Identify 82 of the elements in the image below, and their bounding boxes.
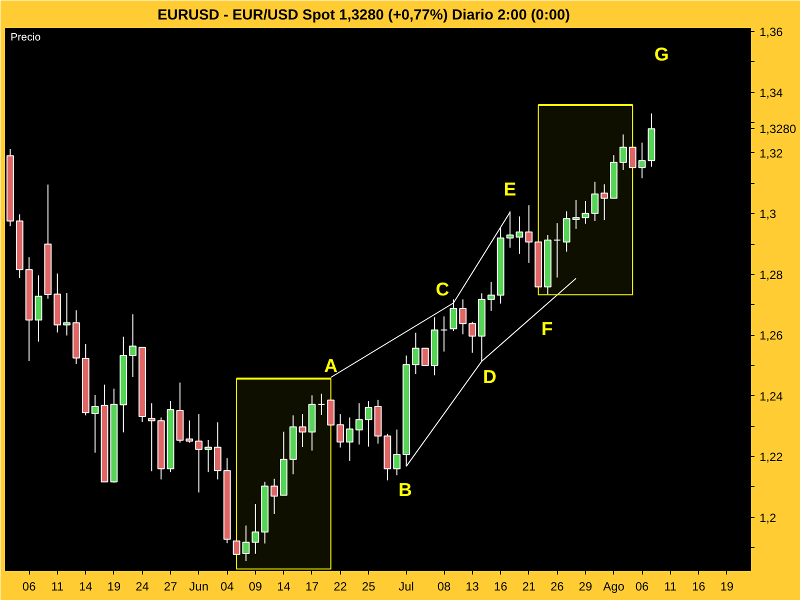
candlestick xyxy=(572,200,580,230)
candlestick xyxy=(63,292,71,336)
candlestick xyxy=(600,184,608,221)
candlestick xyxy=(129,314,137,378)
candlestick xyxy=(450,298,458,332)
x-tick-label: 08 xyxy=(437,580,452,594)
candlestick xyxy=(412,332,420,375)
x-tick-label: 19 xyxy=(720,580,734,594)
candlestick xyxy=(525,204,533,264)
x-tick-label: 11 xyxy=(51,580,64,594)
candlestick xyxy=(91,394,99,454)
y-tick-label: 1,28 xyxy=(760,268,784,282)
candlestick xyxy=(562,210,570,252)
y-tick-label: 1,24 xyxy=(760,389,784,404)
candlestick xyxy=(619,134,627,170)
x-tick-label: 06 xyxy=(635,580,650,594)
candlestick xyxy=(516,216,524,254)
x-tick-label: 17 xyxy=(305,580,319,594)
y-tick-label: 1,36 xyxy=(760,25,784,40)
annotation: A xyxy=(324,354,338,376)
x-tick-label: 22 xyxy=(334,580,348,594)
x-tick-label: 04 xyxy=(220,580,234,594)
x-tick-label: 19 xyxy=(107,580,121,594)
candlestick xyxy=(421,348,429,366)
candlestick xyxy=(214,422,222,480)
candlestick xyxy=(628,146,636,168)
x-tick-label: 09 xyxy=(248,580,262,594)
candlestick xyxy=(34,274,42,342)
x-tick-label: Jul xyxy=(398,580,414,594)
candlestick xyxy=(298,414,306,448)
candlestick xyxy=(468,321,476,354)
y-tick-label: 1,26 xyxy=(760,328,784,343)
candlestick xyxy=(440,316,448,352)
y-tick-label: 1,2 xyxy=(760,510,777,525)
x-tick-label: 16 xyxy=(692,580,706,594)
annotation: D xyxy=(483,366,496,387)
y-tick-label: 1,3280 xyxy=(760,122,797,136)
candlestick xyxy=(591,181,599,222)
candlestick xyxy=(393,429,401,476)
candlestick xyxy=(346,416,354,462)
annotation: C xyxy=(436,278,450,300)
x-tick-label: 21 xyxy=(522,580,536,594)
annotation: E xyxy=(504,178,516,200)
candlestick xyxy=(195,414,203,493)
candlestick xyxy=(270,478,278,515)
candlestick xyxy=(242,525,250,562)
x-tick-label: Ago xyxy=(603,580,625,594)
y-tick-label: 1,34 xyxy=(760,86,784,100)
x-tick-label: 14 xyxy=(277,580,291,594)
x-tick-label: 29 xyxy=(578,580,592,594)
annotation: G xyxy=(654,44,669,65)
x-tick-label: Jun xyxy=(189,580,209,594)
x-tick-label: 24 xyxy=(136,580,150,594)
x-tick-label: 26 xyxy=(550,580,564,594)
x-tick-label: 06 xyxy=(22,580,36,594)
annotation: B xyxy=(398,478,412,500)
candlestick xyxy=(148,402,156,472)
y-tick-label: 1,22 xyxy=(760,450,784,464)
candlestick xyxy=(252,504,260,554)
annotation: F xyxy=(541,318,553,339)
chart-title: EURUSD - EUR/USD Spot 1,3280 (+0,77%) Diario 2:00 (0:00) xyxy=(157,8,570,24)
x-tick-label: 11 xyxy=(664,580,677,594)
candlestick xyxy=(186,420,194,444)
y-tick-label: 1,3 xyxy=(760,207,777,222)
x-tick-label: 14 xyxy=(78,580,93,594)
x-tick-label: 16 xyxy=(494,580,508,594)
candlestick xyxy=(336,414,344,448)
candlestick xyxy=(232,540,240,555)
annotation: Precio xyxy=(10,32,41,44)
candlestick xyxy=(582,200,590,224)
x-tick-label: 25 xyxy=(362,580,376,594)
candlestick xyxy=(318,393,326,416)
candlestick xyxy=(638,142,646,179)
candlestick xyxy=(459,298,467,335)
candlestick xyxy=(553,222,561,278)
candlestick xyxy=(487,282,495,312)
x-tick-label: 27 xyxy=(164,580,178,594)
candlestick xyxy=(364,400,372,448)
x-tick-label: 13 xyxy=(466,580,480,594)
candlestick xyxy=(355,402,363,445)
y-tick-label: 1,32 xyxy=(760,146,784,160)
candlestick xyxy=(204,439,212,473)
